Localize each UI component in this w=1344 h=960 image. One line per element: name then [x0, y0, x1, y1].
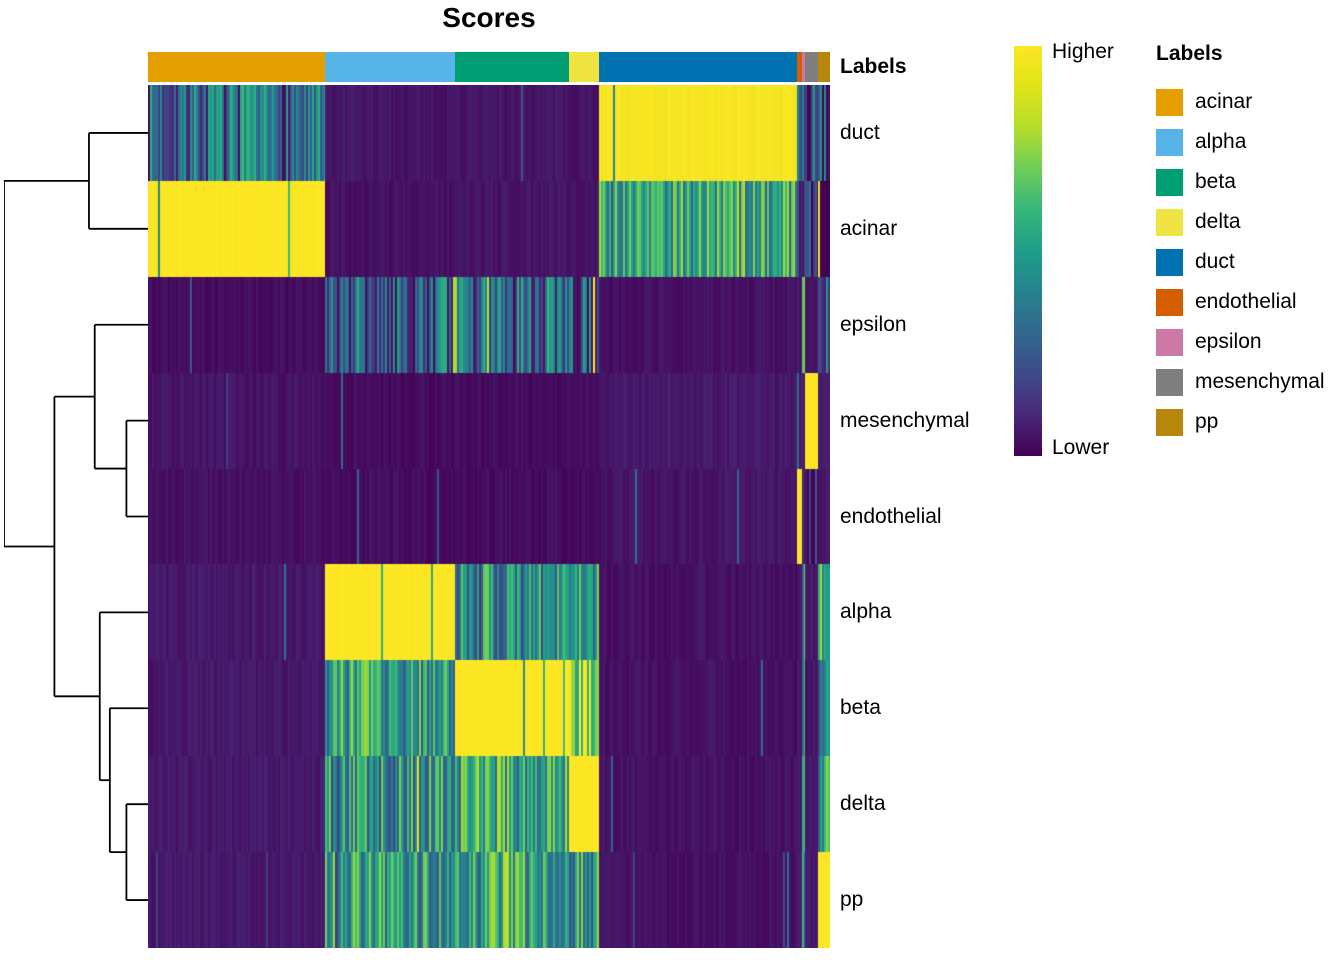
- heatmap-row-label: alpha: [840, 600, 892, 624]
- heatmap-canvas: [148, 85, 830, 948]
- annotation-segment-epsilon: [801, 52, 805, 82]
- legend-entry: pp: [1156, 402, 1344, 442]
- legend-swatch: [1156, 368, 1183, 396]
- legend-entry: mesenchymal: [1156, 362, 1344, 402]
- legend-entry: delta: [1156, 202, 1344, 242]
- annotation-segment-beta: [454, 52, 570, 82]
- legend-swatch: [1156, 288, 1183, 316]
- heatmap-row-label: beta: [840, 696, 881, 720]
- heatmap-row-label: epsilon: [840, 312, 907, 336]
- annotation-segment-duct: [599, 52, 798, 82]
- legend-swatch: [1156, 408, 1183, 436]
- labels-legend: Labels acinar alpha beta delta duct endotheli…: [1156, 42, 1344, 442]
- legend-entry: endothelial: [1156, 282, 1344, 322]
- heatmap-row-label: delta: [840, 792, 886, 816]
- legend-swatch: [1156, 168, 1183, 196]
- legend-entry: alpha: [1156, 122, 1344, 162]
- heatmap-row-label: mesenchymal: [840, 408, 970, 432]
- legend-entry-label: acinar: [1195, 90, 1253, 113]
- legend-entry-label: duct: [1195, 250, 1235, 273]
- legend-swatch: [1156, 208, 1183, 236]
- heatmap-row-label: duct: [840, 120, 880, 144]
- legend-title: Labels: [1156, 42, 1223, 65]
- column-annotation-bar: [148, 52, 830, 82]
- annotation-header: Labels: [840, 55, 907, 78]
- legend-entry-label: endothelial: [1195, 290, 1297, 313]
- page-title: Scores: [442, 2, 536, 33]
- legend-entry-label: epsilon: [1195, 330, 1262, 353]
- row-dendrogram: [4, 132, 148, 901]
- colorbar-lower-label: Lower: [1052, 436, 1110, 459]
- legend-entry-label: delta: [1195, 210, 1241, 233]
- legend-swatch: [1156, 248, 1183, 276]
- heatmap-row-label: acinar: [840, 216, 898, 240]
- legend-entry: acinar: [1156, 82, 1344, 122]
- annotation-segment-acinar: [148, 52, 326, 82]
- row-labels: duct acinar epsilon mesenchymal endothelial a…: [840, 85, 1040, 948]
- annotation-segment-endothelial: [797, 52, 802, 82]
- annotation-segment-delta: [569, 52, 600, 82]
- legend-entry: duct: [1156, 242, 1344, 282]
- legend-swatch: [1156, 328, 1183, 356]
- legend-entry-label: alpha: [1195, 130, 1247, 153]
- legend-entry: beta: [1156, 162, 1344, 202]
- legend-entry-label: beta: [1195, 170, 1236, 193]
- legend-entry-label: pp: [1195, 410, 1219, 433]
- legend-swatch: [1156, 128, 1183, 156]
- annotation-segment-mesenchymal: [804, 52, 818, 82]
- colorbar-gradient: [1014, 46, 1042, 456]
- heatmap-row-label: pp: [840, 888, 864, 912]
- legend-swatch: [1156, 88, 1183, 116]
- annotation-segment-alpha: [325, 52, 455, 82]
- colorbar-higher-label: Higher: [1052, 40, 1114, 63]
- heatmap-row-label: endothelial: [840, 504, 942, 528]
- legend-entries: acinar alpha beta delta duct endothelial epsil…: [1156, 82, 1344, 442]
- annotation-segment-pp: [817, 52, 830, 82]
- legend-entry: epsilon: [1156, 322, 1344, 362]
- legend-entry-label: mesenchymal: [1195, 370, 1325, 393]
